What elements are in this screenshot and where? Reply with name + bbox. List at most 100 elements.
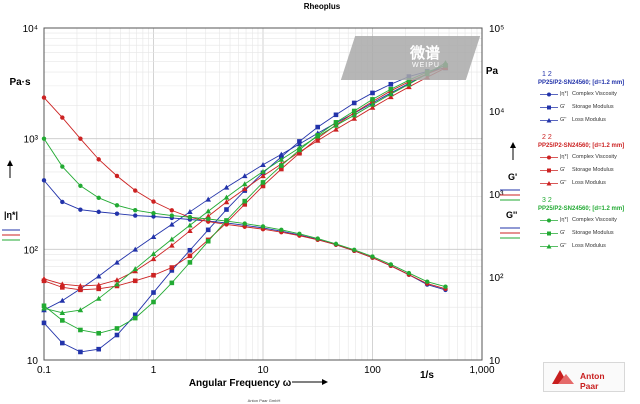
- data-point: [114, 281, 120, 287]
- data-point: [41, 178, 47, 183]
- y-right-tick-label: 10³: [489, 190, 504, 201]
- data-point: [132, 266, 139, 272]
- data-point: [114, 173, 120, 179]
- data-point: [224, 218, 229, 223]
- y-right-tick-label: 10²: [489, 273, 504, 284]
- legend-group-title: PP25/P2-SN24560; [d=1.2 mm]: [538, 206, 625, 212]
- legend-marker-icon: [540, 118, 558, 123]
- legend-group: 2 2 PP25/P2-SN24560; [d=1.2 mm] |η*| Comple…: [538, 133, 638, 190]
- data-point: [241, 181, 248, 187]
- data-point: [114, 259, 120, 265]
- data-point: [369, 104, 376, 110]
- data-point: [388, 91, 394, 97]
- data-point: [223, 199, 230, 205]
- data-point: [351, 108, 357, 114]
- chart-footer: Anton Paar GmbH: [248, 398, 281, 403]
- data-point: [278, 156, 285, 162]
- data-point: [96, 209, 101, 215]
- data-point: [333, 241, 339, 247]
- data-point: [370, 90, 375, 96]
- legend-item-label: Storage Modulus: [572, 230, 614, 236]
- data-point: [351, 115, 358, 121]
- legend-item: |η*| Complex Viscosity: [538, 88, 638, 101]
- legend-item: G'' Loss Modulus: [538, 114, 638, 127]
- data-point: [406, 77, 412, 83]
- data-point: [150, 234, 157, 240]
- legend-item-symbol: |η*|: [560, 91, 569, 97]
- y-right-tick-label: 10⁴: [489, 107, 504, 118]
- data-point: [78, 327, 83, 333]
- legend-marker-icon: [540, 244, 558, 249]
- data-point: [95, 273, 102, 279]
- data-point: [205, 196, 212, 202]
- data-point: [278, 151, 285, 157]
- legend-marker-icon: [540, 92, 558, 97]
- chart-legend: 1 2 PP25/P2-SN24560; [d=1.2 mm] |η*| Comple…: [538, 70, 638, 259]
- legend-item-label: Complex Viscosity: [572, 154, 617, 160]
- data-point: [151, 199, 156, 204]
- y-left-unit: Pa·s: [9, 77, 31, 88]
- data-point: [333, 120, 339, 125]
- data-point: [242, 221, 247, 226]
- data-point: [150, 251, 157, 257]
- data-point: [132, 278, 138, 284]
- legend-item: |η*| Complex Viscosity: [538, 214, 638, 227]
- data-point: [78, 207, 83, 212]
- data-point: [206, 216, 211, 222]
- data-point: [114, 211, 120, 216]
- legend-group: 3 2 PP25/P2-SN24560; [d=1.2 mm] |η*| Comple…: [538, 196, 638, 253]
- y-right-tick-label: 10: [489, 356, 501, 367]
- data-point: [132, 312, 138, 318]
- data-point: [187, 222, 193, 228]
- legend-item: G'' Loss Modulus: [538, 240, 638, 253]
- y-right-unit: Pa: [486, 66, 499, 77]
- data-point: [187, 209, 193, 215]
- legend-item-label: Complex Viscosity: [572, 217, 617, 223]
- data-point: [333, 122, 339, 128]
- series-line: [43, 67, 446, 353]
- data-point: [242, 224, 247, 229]
- data-point: [279, 166, 284, 172]
- legend-group-number: 1 2: [542, 71, 552, 78]
- data-point: [133, 188, 138, 193]
- data-point: [260, 224, 266, 229]
- legend-item: |η*| Complex Viscosity: [538, 151, 638, 164]
- data-point: [60, 164, 65, 169]
- data-point: [369, 101, 376, 107]
- data-point: [41, 95, 47, 100]
- data-point: [315, 124, 321, 130]
- data-point: [388, 262, 394, 267]
- data-point: [388, 86, 394, 92]
- data-point: [133, 213, 138, 218]
- data-point: [297, 231, 302, 237]
- legend-marker-icon: [540, 181, 558, 186]
- data-point: [78, 136, 83, 141]
- data-point: [296, 141, 303, 147]
- legend-group-number: 2 2: [542, 134, 552, 141]
- legend-item-symbol: G': [560, 104, 566, 110]
- legend-item: G' Storage Modulus: [538, 227, 638, 240]
- data-point: [370, 254, 375, 259]
- data-point: [333, 112, 339, 118]
- data-point: [260, 183, 266, 189]
- y-left-label: |η*|: [4, 210, 18, 220]
- data-point: [224, 207, 229, 212]
- plot-frame: [43, 27, 483, 361]
- y-right-label-gdouble: G'': [506, 210, 517, 220]
- data-point: [114, 332, 120, 338]
- chart-title: Rheoplus: [304, 2, 341, 11]
- data-point: [78, 349, 83, 355]
- data-point: [406, 270, 412, 276]
- legend-item: G' Storage Modulus: [538, 164, 638, 177]
- data-point: [95, 295, 102, 301]
- legend-item: G' Storage Modulus: [538, 101, 638, 114]
- data-point: [205, 238, 211, 244]
- data-point: [169, 221, 175, 227]
- data-point: [406, 84, 412, 90]
- legend-item-symbol: G': [560, 230, 566, 236]
- y-left-tick-label: 10: [27, 356, 39, 367]
- data-point: [260, 180, 266, 185]
- data-point: [169, 268, 175, 273]
- data-point: [133, 207, 138, 213]
